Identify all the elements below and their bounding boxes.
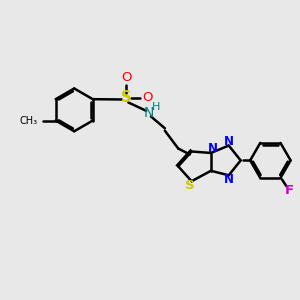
Text: S: S [121,91,131,106]
Text: O: O [142,92,153,104]
Text: N: N [224,173,234,186]
Text: N: N [143,106,154,120]
Text: N: N [224,135,234,148]
Text: N: N [207,142,218,155]
Text: CH₃: CH₃ [19,116,37,126]
Text: S: S [185,179,195,192]
Text: F: F [285,184,294,197]
Text: O: O [121,71,131,84]
Text: H: H [152,102,160,112]
